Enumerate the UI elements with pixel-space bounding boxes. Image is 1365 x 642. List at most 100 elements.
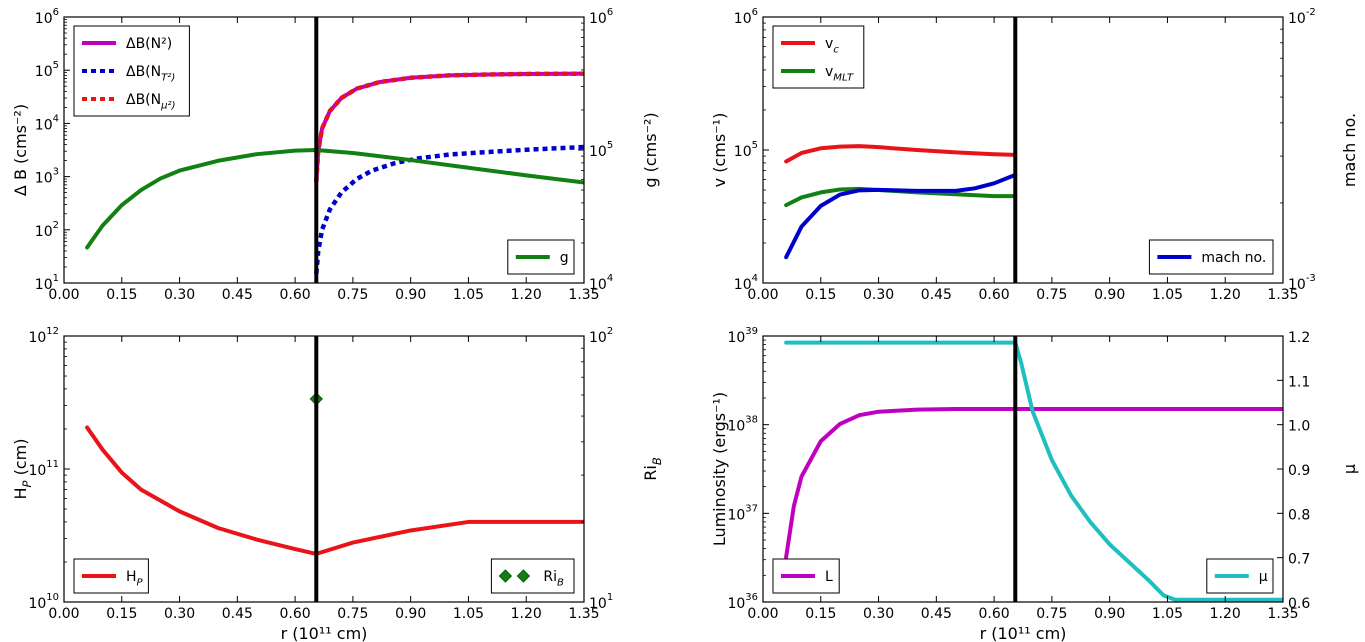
x-tick-label: 0.45 <box>222 606 253 622</box>
plot-area <box>64 336 584 602</box>
legend-label: μ <box>1259 569 1268 585</box>
x-axis-label: r (10¹¹ cm) <box>980 624 1067 642</box>
y-tick-label-text: 105 <box>35 60 59 80</box>
series-line-delta-b-3 <box>85 148 584 250</box>
x-tick-label: 0.30 <box>164 606 195 622</box>
y-tick-label: 1037 <box>727 503 758 523</box>
series-line-velocity-2 <box>784 172 1018 260</box>
x-tick-label: 0.30 <box>164 287 195 303</box>
x-tick-label: 1.20 <box>1210 606 1241 622</box>
plot-content <box>784 340 1283 602</box>
y-tick-label: 101 <box>35 273 59 293</box>
y2-tick-label: 0.6 <box>1288 596 1310 612</box>
x-tick-label: 1.35 <box>1267 606 1298 622</box>
x-tick-label: 1.20 <box>511 287 542 303</box>
y-tick-label: 1036 <box>727 592 758 612</box>
y-tick-label: 1039 <box>727 326 758 346</box>
legend-right: g <box>507 239 575 275</box>
x-tick-label: 0.00 <box>48 287 79 303</box>
y-tick-label-text: 1036 <box>727 592 758 612</box>
plot-content <box>784 144 1018 260</box>
x-tick-label: 1.35 <box>1267 287 1298 303</box>
y-tick-label: 1038 <box>727 415 758 435</box>
y2-axis-label: mach no. <box>1340 113 1359 187</box>
x-tick-label: 1.35 <box>568 287 599 303</box>
legend-label: ΔB(Nμ²) <box>126 92 176 111</box>
y-tick-label: 105 <box>35 60 59 80</box>
y-tick-label-text: 102 <box>35 220 59 240</box>
x-axis-label: r (10¹¹ cm) <box>281 624 368 642</box>
legend-label: vMLT <box>825 64 854 83</box>
x-tick-label: 0.15 <box>106 606 137 622</box>
x-tick-label: 0.60 <box>979 287 1010 303</box>
y2-axis-label: g (cms⁻²) <box>641 112 660 187</box>
y2-tick-label: 0.7 <box>1288 552 1310 568</box>
y2-tick-label: 1.2 <box>1288 330 1310 346</box>
x-tick-label: 0.90 <box>395 287 426 303</box>
legend-label: ΔB(NT²) <box>126 64 175 83</box>
x-tick-label: 0.60 <box>979 606 1010 622</box>
x-tick-label: 0.00 <box>747 287 778 303</box>
y2-tick-label: 101 <box>589 592 613 612</box>
y-tick-label-text: 106 <box>35 7 59 27</box>
panel-velocity: 0.00 0.15 0.30 0.45 0.60 0.75 0.90 1.05 1.20 1.35… <box>710 7 1359 303</box>
y-tick-label-text: 104 <box>35 113 59 133</box>
x-tick-label: 0.45 <box>921 606 952 622</box>
x-tick-label: 1.05 <box>453 287 484 303</box>
y-tick-label-text: 1039 <box>727 326 758 346</box>
legend-left: HP <box>73 558 149 594</box>
y-tick-label: 102 <box>35 220 59 240</box>
y-tick-label: 1011 <box>28 459 59 479</box>
y-axis-label: v (cms⁻¹) <box>710 113 729 188</box>
x-tick-label: 0.60 <box>280 606 311 622</box>
x-tick-label: 0.90 <box>395 606 426 622</box>
y-tick-label-text: 1010 <box>28 592 59 612</box>
panel-luminosity: 0.00 0.15 0.30 0.45 0.60 0.75 0.90 1.05 1.20 1.35… <box>710 326 1359 642</box>
y2-tick-label: 0.9 <box>1288 463 1310 479</box>
series-line-delta-b-2 <box>314 71 584 182</box>
y2-tick-label: 0.8 <box>1288 507 1310 523</box>
x-tick-label: 0.60 <box>280 287 311 303</box>
y-tick-label-text: 106 <box>734 7 758 27</box>
x-tick-label: 0.75 <box>337 606 368 622</box>
y-tick-label-text: 1037 <box>727 503 758 523</box>
y-tick-label: 104 <box>35 113 59 133</box>
panel-delta-b: 0.00 0.15 0.30 0.45 0.60 0.75 0.90 1.05 1.20 1.35… <box>11 7 660 303</box>
y2-tick-label: 1.0 <box>1288 419 1310 435</box>
y2-axis-label: RiB <box>641 457 664 481</box>
y-tick-label: 103 <box>35 167 59 187</box>
legend-label: mach no. <box>1201 250 1266 266</box>
y2-tick-label: 106 <box>589 7 613 27</box>
x-tick-label: 0.00 <box>48 606 79 622</box>
x-tick-label: 0.30 <box>863 287 894 303</box>
series-line-luminosity-1 <box>784 340 1283 602</box>
legend-left: L <box>772 558 840 594</box>
y-tick-label: 1010 <box>28 592 59 612</box>
legend-box <box>772 25 865 89</box>
x-tick-label: 1.05 <box>453 606 484 622</box>
y-tick-label-text: 1012 <box>28 326 59 346</box>
panel-scale-height: 0.00 0.15 0.30 0.45 0.60 0.75 0.90 1.05 1.20 1.35… <box>11 326 664 642</box>
series-line-scale-height-0 <box>85 425 584 556</box>
x-tick-label: 0.45 <box>921 287 952 303</box>
legend-marker <box>516 569 531 583</box>
y2-axis-label: μ <box>1340 464 1359 474</box>
x-tick-label: 0.15 <box>106 287 137 303</box>
y-tick-label: 104 <box>734 273 758 293</box>
x-tick-label: 0.30 <box>863 606 894 622</box>
x-tick-label: 0.90 <box>1094 606 1125 622</box>
y2-tick-label: 102 <box>589 326 613 346</box>
x-tick-label: 1.20 <box>511 606 542 622</box>
y-tick-label: 105 <box>734 140 758 160</box>
x-tick-label: 0.00 <box>747 606 778 622</box>
legend-left: vc vMLT <box>772 25 865 89</box>
legend-label: vc <box>825 36 839 55</box>
legend-marker <box>498 569 513 583</box>
y-axis-label: Luminosity (ergs⁻¹) <box>710 392 729 546</box>
y-tick-label-text: 104 <box>734 273 758 293</box>
plot-content <box>85 425 584 556</box>
y2-tick-label: 104 <box>589 273 613 293</box>
y2-tick-label: 1.1 <box>1288 374 1310 390</box>
y-tick-label-text: 1038 <box>727 415 758 435</box>
